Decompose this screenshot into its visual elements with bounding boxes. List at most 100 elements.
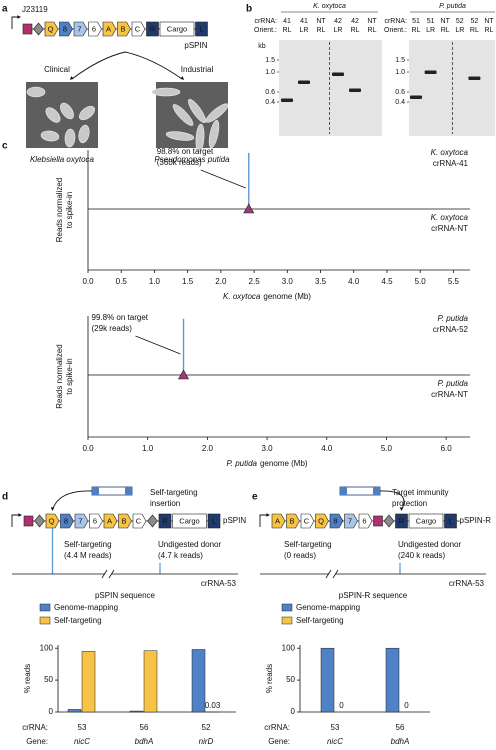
element xyxy=(195,21,208,37)
panel-label: b xyxy=(246,4,252,15)
gene xyxy=(73,21,88,37)
break-mark xyxy=(332,569,339,579)
x-tick-label: 53 xyxy=(331,723,340,732)
x-tick-label: 3.0 xyxy=(282,277,294,286)
cell xyxy=(45,107,61,123)
x-tick-label: 2.0 xyxy=(215,277,227,286)
value-label: 0.03 xyxy=(205,701,221,710)
row-label: crRNA: xyxy=(254,18,277,25)
y-axis-label: % reads xyxy=(23,664,32,693)
band xyxy=(298,80,310,84)
annotation-leader xyxy=(135,335,181,355)
ladder-label: 0.4 xyxy=(265,99,275,106)
x-tick-label: 2.0 xyxy=(202,444,214,453)
y-tick-label: 50 xyxy=(44,675,53,684)
gene xyxy=(344,513,358,529)
x-tick-label: 1.5 xyxy=(182,277,194,286)
gene-label: nicC xyxy=(327,737,343,746)
row-label: Orient.: xyxy=(254,27,277,34)
part-label: 7 xyxy=(348,516,352,525)
break-mark xyxy=(108,569,115,579)
part-label: B xyxy=(120,24,125,33)
part-label: 6 xyxy=(93,516,97,525)
part-label: 7 xyxy=(77,24,81,33)
promoter-label: J23119 xyxy=(22,5,48,14)
gel xyxy=(409,40,495,136)
part-label: Cargo xyxy=(416,516,436,525)
legend-swatch xyxy=(39,616,51,625)
arrow-head xyxy=(18,513,22,517)
lane-orient: RL xyxy=(441,27,450,34)
donor-label: (240 k reads) xyxy=(398,551,445,560)
lane-orient: LR xyxy=(426,27,435,34)
self-targeting-label: Self-targeting xyxy=(284,540,332,549)
self-targeting-label: (4.4 M reads) xyxy=(64,551,112,560)
cell xyxy=(188,99,206,123)
cell xyxy=(79,105,95,121)
lane-orient: RL xyxy=(317,27,326,34)
element xyxy=(395,513,408,529)
legend-swatch xyxy=(281,603,293,612)
y-axis-label: Reads normalized xyxy=(55,344,64,408)
donor-label: Undigested donor xyxy=(158,540,221,549)
lane-crRNA: NT xyxy=(316,18,326,25)
arrow-head xyxy=(17,15,21,19)
cell xyxy=(40,130,60,142)
value-label: 0 xyxy=(339,701,344,710)
ladder-label: 1.5 xyxy=(265,57,275,64)
part-label: L xyxy=(448,516,452,525)
track-organism: P. putida xyxy=(437,314,468,323)
track-organism: K. oxytoca xyxy=(431,148,469,157)
gene xyxy=(118,513,132,529)
legend-label: Self-targeting xyxy=(296,616,344,625)
bar xyxy=(385,647,400,713)
x-tick-label: 5.0 xyxy=(415,277,427,286)
lane-orient: RL xyxy=(470,27,479,34)
cell xyxy=(208,119,220,149)
gel xyxy=(279,40,382,136)
annotation: (29k reads) xyxy=(92,324,133,333)
band xyxy=(349,88,361,92)
lane-orient: LR xyxy=(455,27,464,34)
self-targeting-label: (0 reads) xyxy=(284,551,316,560)
element xyxy=(158,513,172,529)
plasmid-label: pSPIN xyxy=(223,516,246,525)
donor-label: (4.7 k reads) xyxy=(158,551,203,560)
x-tick-label: 4.5 xyxy=(381,277,393,286)
legend-swatch xyxy=(39,603,51,612)
legend-label: Genome-mapping xyxy=(296,603,360,612)
gene xyxy=(102,21,117,37)
insertion-arrow xyxy=(379,490,405,511)
cell xyxy=(78,124,90,144)
donor-end xyxy=(92,487,99,495)
insertion-label: Self-targeting xyxy=(150,488,198,497)
arrow-head xyxy=(399,507,404,511)
panel-label: a xyxy=(2,4,8,15)
gene-label: nirD xyxy=(199,737,214,746)
track-organism: P. putida xyxy=(437,379,468,388)
y-axis-label: Reads normalized xyxy=(55,178,64,242)
lane-crRNA: 42 xyxy=(351,18,359,25)
part-label: L xyxy=(212,516,216,525)
insertion-label: Target immunity xyxy=(392,488,448,497)
lane-crRNA: 42 xyxy=(334,18,342,25)
gene-label: nicC xyxy=(74,737,90,746)
row-label: Orient.: xyxy=(384,27,407,34)
part-label: 6 xyxy=(92,24,96,33)
x-axis-label-text: genome (Mb) xyxy=(263,292,311,301)
annotation: (360k reads) xyxy=(157,158,202,167)
arrow-head xyxy=(266,513,270,517)
part-label: 7 xyxy=(78,516,82,525)
category-row-label: crRNA: xyxy=(22,723,48,732)
part-label: 8 xyxy=(63,24,67,33)
lane-orient: LR xyxy=(334,27,343,34)
x-axis-label-organism: P. putida xyxy=(226,459,257,468)
arrow-head xyxy=(50,507,55,511)
gene xyxy=(59,21,73,37)
band xyxy=(281,98,293,102)
x-tick-label: 6.0 xyxy=(441,444,453,453)
part-label: A xyxy=(275,516,280,525)
branch-arrow xyxy=(71,51,126,80)
annotation: 99.8% on target xyxy=(92,313,149,322)
